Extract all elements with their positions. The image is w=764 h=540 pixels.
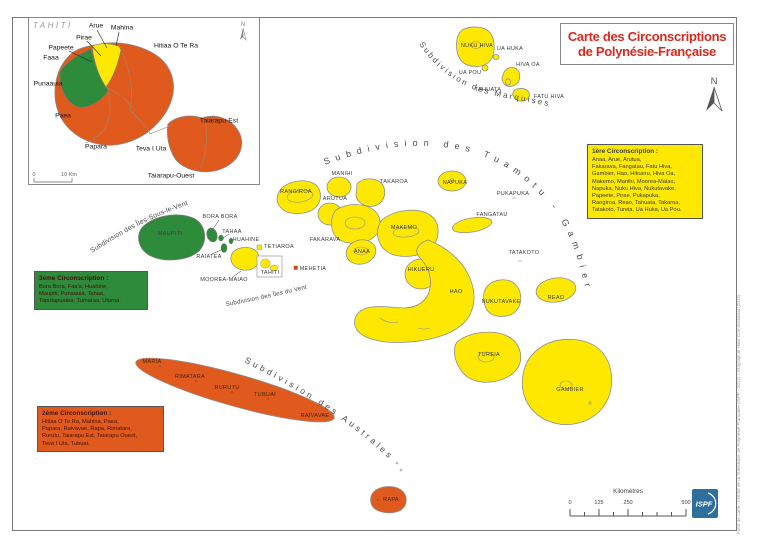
legend-first-line: Tatakoto, Tureia, Ua Huka, Ua Pou. [592,207,682,214]
island-label-fatu-hiva: FATU HIVA [533,94,565,100]
island-label-fangatau: FANGATAU [476,212,508,218]
inset-title: TAHITI [33,21,73,30]
island-label-takaroa: TAKAROA [380,179,408,185]
island-label-nukutavake: NUKUTAVAKE [481,299,521,305]
island-label-fakarava: FAKARAVA [309,237,341,243]
island-label-rimatara: RIMATARA [174,374,206,380]
legend-third-line: Taputapuatea, Tumaraa, Uturoa. [39,298,121,305]
legend-second-line: Hitiaa O Te Ra, Mahina, Paea, [42,419,119,425]
island-label-hiva-oa: HIVA OA [516,62,540,68]
island-label-pukapuka: PUKAPUKA [496,191,530,197]
legend-first-line: Gambier, Hao, Hikueru, Hiva Oa, [592,171,676,178]
island-label-tahiti: TAHITI [260,270,280,276]
inset-label-paea: Paea [55,112,71,120]
island-label-bora-bora: BORA BORA [202,214,238,220]
island-label-reao: REAO [547,295,565,301]
island-label-mehetia: MEHETIA [299,266,327,272]
map-credit: Fond de carte : Institut de la Statistiq… [736,294,741,534]
island-label-maria: MARIA [142,359,162,365]
island-label-tetiaroa: TETIAROA [264,244,294,250]
legend-second-title: 2ème Circonscription : [42,410,112,417]
island-label-tureia: TUREIA [478,352,500,358]
legend-first-line: Fakarava, Fangatau, Fatu Hiva, [592,164,672,171]
island-label-moorea-maiao: MOOREA-MAIAO [200,277,248,283]
island-label-arutua: ARUTUA [322,196,348,202]
island-label-anaa: ANAA [353,249,371,255]
island-label-rapa: RAPA [383,497,399,503]
island-label-hikueru: HIKUERU [407,267,435,273]
inset-label-arue: Arue [88,22,104,30]
island-label-napuka: NAPUKA [442,180,468,186]
legend-third-line: Maupiti, Punaauia, Tahaa, [39,291,105,298]
inset-label-taiarapu-ouest: Taiarapu-Ouest [147,172,195,180]
tahiti-inset-box [28,17,260,185]
island-label-raiatea: RAIATEA [196,254,222,260]
legend-first-line: Napuka, Nuku Hiva, Nukutavake, [592,185,676,192]
legend-second-line: Rurutu, Taiarapu Est, Taiarapu Ouest, [42,433,137,440]
legend-first-circonscription: 1ère Circonscription : Anaa, Arue, Arutu… [587,144,703,219]
map-title: Carte des Circonscriptions de Polynésie-… [560,23,734,65]
legend-third-line: Bora Bora, Faa'a, Huahine, [39,284,108,290]
island-label-tahuata: TAHUATA [474,87,502,93]
legend-second-line: Papara, Raivavae, Rapa, Rimatara, [42,426,132,433]
island-label-ua-huka: UA HUKA [496,46,524,52]
legend-second-line: Teva I Uta, Tubuai. [42,440,90,447]
inset-label-faaa: Faaa [43,54,59,62]
legend-first-line: Anaa, Arue, Arutua, [592,157,642,163]
island-label-rurutu: RURUTU [214,385,240,391]
island-label-raivavae: RAIVAVAE [300,413,330,419]
legend-second-circonscription: 2ème Circonscription : Hitiaa O Te Ra, M… [37,406,164,452]
inset-label-papara: Papara [85,143,107,151]
island-label-makemo: MAKEMO [390,225,418,231]
inset-label-hitiaa: Hitiaa O Te Ra [153,42,199,50]
legend-first-line: Makemo, Manihi, Moorea-Maiao, [592,178,676,185]
island-label-tubuai: TUBUAI [254,392,276,398]
island-label-nuku-hiva: NUKU HIVA [460,43,494,49]
map-title-line1: Carte des Circonscriptions [567,29,727,44]
inset-label-pirae: Pirae [76,34,92,42]
inset-label-teva-i-uta: Teva I Uta [135,145,167,153]
legend-first-line: Rangiroa, Reao, Tahuata, Takaroa, [592,200,681,207]
island-label-hao: HAO [449,289,463,295]
legend-first-title: 1ère Circonscription : [592,148,659,155]
island-label-tahaa: TAHAA [222,229,242,235]
map-frame [12,17,737,531]
inset-label-mahina: Mahina [110,24,134,32]
island-label-maupiti: MAUPITI [157,231,183,237]
map-title-line2: de Polynésie-Française [578,44,716,59]
legend-third-title: 3ème Circonscription : [39,275,109,282]
island-label-huahine: HUAHINE [232,237,260,243]
island-label-rangiroa: RANGIROA [280,189,312,195]
inset-label-papeete: Papeete [48,44,74,52]
island-label-gambier: GAMBIER [556,387,584,393]
island-label-tatakoto: TATAKOTO [508,250,540,256]
legend-first-line: Papeete, Pirae, Pukapuka, [592,193,660,200]
island-label-ua-pou: UA POU [458,70,482,76]
inset-label-taiarapu-est: Taiarapu-Est [199,117,239,125]
inset-label-punaauia: Punaauia [33,80,63,88]
legend-third-circonscription: 3ème Circonscription : Bora Bora, Faa'a,… [34,271,148,310]
island-label-manihi: MANIHI [331,171,353,177]
